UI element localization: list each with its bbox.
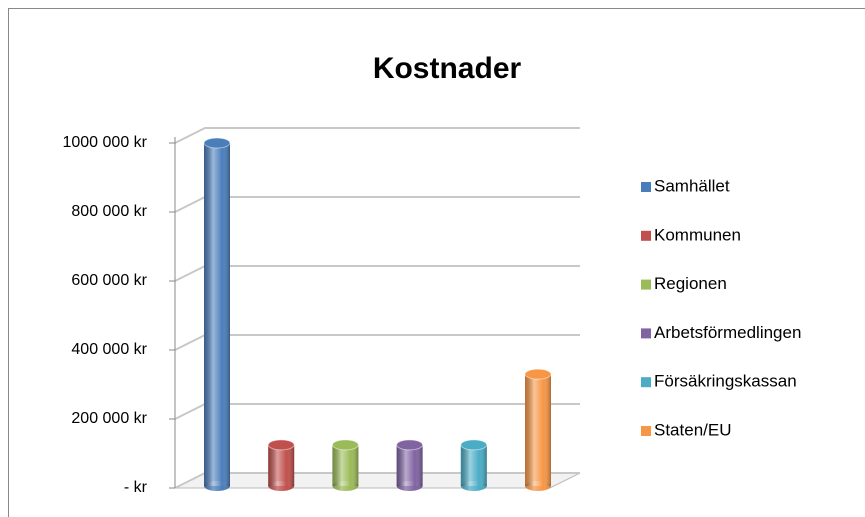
y-tick-label: 800 000 kr [71, 203, 147, 220]
legend-label: Arbetsförmedlingen [654, 323, 801, 342]
legend-swatch [641, 230, 651, 241]
chart-title: Kostnader [373, 52, 522, 85]
legend-label: Försäkringskassan [654, 372, 797, 391]
legend-label: Staten/EU [654, 420, 732, 439]
legend-swatch [641, 377, 651, 388]
legend-label: Kommunen [654, 225, 741, 244]
legend-label: Regionen [654, 274, 727, 293]
bar-base-shade [460, 481, 487, 491]
bar-shading [460, 444, 487, 486]
floor [174, 472, 581, 489]
legend-swatch [641, 279, 651, 290]
bar-top [524, 368, 552, 380]
bar-top [331, 439, 359, 451]
bar-top [203, 137, 231, 149]
legend-swatch [641, 426, 651, 436]
legend-label: Samhället [654, 176, 730, 195]
bar-base-shade [525, 481, 551, 491]
y-tick-label: 1000 000 kr [62, 134, 147, 151]
y-tick-label: 400 000 kr [71, 341, 147, 358]
y-tick-label: - kr [124, 479, 148, 496]
bar-base-shade [332, 481, 359, 491]
bar-shading [332, 444, 359, 486]
legend-swatch [641, 182, 651, 192]
legend-swatch [641, 328, 651, 339]
bar-base-shade [396, 481, 423, 491]
bar-top [396, 439, 424, 451]
bar-top [267, 439, 295, 451]
chart-border [8, 8, 865, 517]
bar-shading [204, 143, 230, 486]
bar-top [460, 439, 488, 451]
y-tick-label: 600 000 kr [71, 272, 147, 289]
grid-line [174, 127, 580, 144]
bar-shading [396, 444, 423, 486]
bar-base-shade [268, 481, 295, 491]
y-tick-label: 200 000 kr [71, 410, 147, 427]
bar-shading [525, 374, 551, 486]
bar-base-shade [204, 481, 230, 491]
bar-shading [268, 444, 295, 486]
